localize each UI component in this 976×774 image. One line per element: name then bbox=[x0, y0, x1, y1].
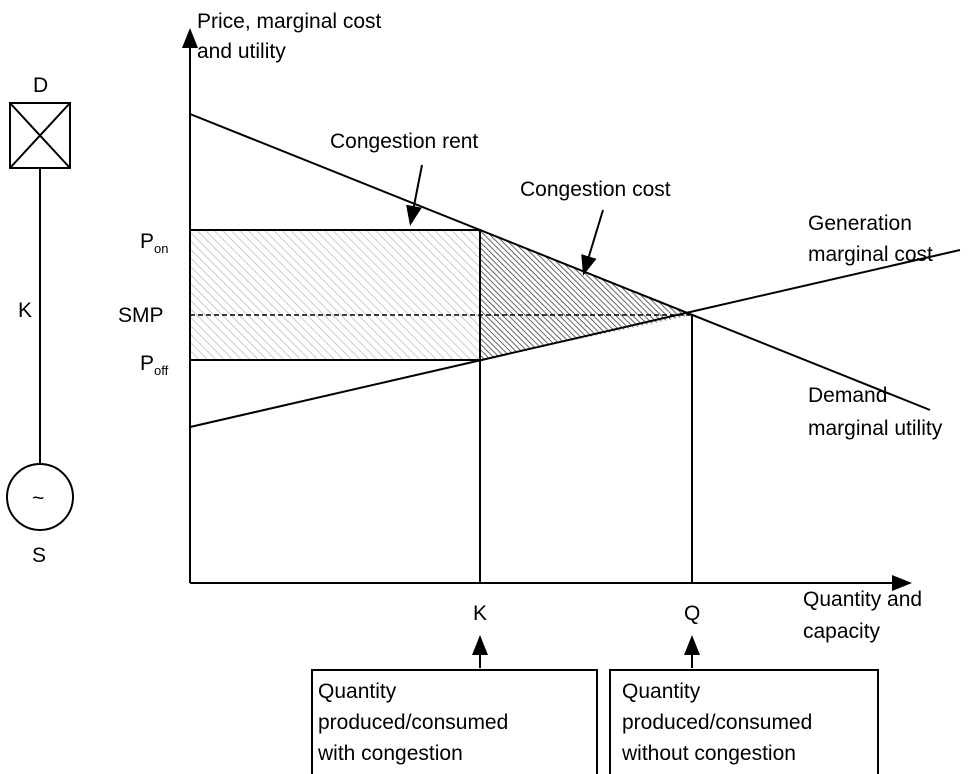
load-cross bbox=[9, 102, 71, 169]
q-label: Q bbox=[684, 602, 700, 625]
box-text: with congestion bbox=[317, 742, 463, 765]
p-off-label: Poff bbox=[140, 352, 169, 378]
y-axis-label: and utility bbox=[197, 40, 286, 63]
p-on-label: Pon bbox=[140, 230, 168, 256]
demand-label: Demand bbox=[808, 384, 887, 407]
demand-label: marginal utility bbox=[808, 417, 943, 440]
generator bbox=[6, 463, 74, 531]
bottom-label: S bbox=[32, 544, 46, 567]
rent-arrow bbox=[406, 164, 423, 226]
cost-arrow bbox=[581, 209, 604, 276]
rent-annotation: Congestion rent bbox=[330, 130, 478, 153]
y-axis-label: Price, marginal cost bbox=[197, 10, 382, 33]
supply-label: Generation bbox=[808, 212, 912, 235]
box-text: Quantity bbox=[622, 680, 701, 703]
x-axis-label: capacity bbox=[803, 620, 881, 643]
cost-annotation: Congestion cost bbox=[520, 178, 671, 201]
k-box bbox=[311, 669, 598, 774]
supply-label: marginal cost bbox=[808, 243, 933, 266]
x-axis-label: Quantity and bbox=[803, 588, 922, 611]
schematic: D K ~ S bbox=[6, 74, 74, 567]
box-text: Quantity bbox=[318, 680, 397, 703]
rent-area bbox=[189, 229, 481, 361]
top-label: D bbox=[33, 74, 48, 97]
supply-curve bbox=[189, 249, 961, 428]
box-text: produced/consumed bbox=[622, 711, 812, 734]
q-box bbox=[609, 669, 879, 774]
smp-label: SMP bbox=[118, 304, 164, 327]
box-text: produced/consumed bbox=[318, 711, 508, 734]
demand-curve bbox=[189, 113, 931, 411]
generator-symbol: ~ bbox=[32, 487, 44, 510]
cost-area bbox=[480, 230, 692, 360]
line-label: K bbox=[18, 299, 32, 322]
box-text: without congestion bbox=[621, 742, 796, 765]
k-label: K bbox=[473, 602, 487, 625]
